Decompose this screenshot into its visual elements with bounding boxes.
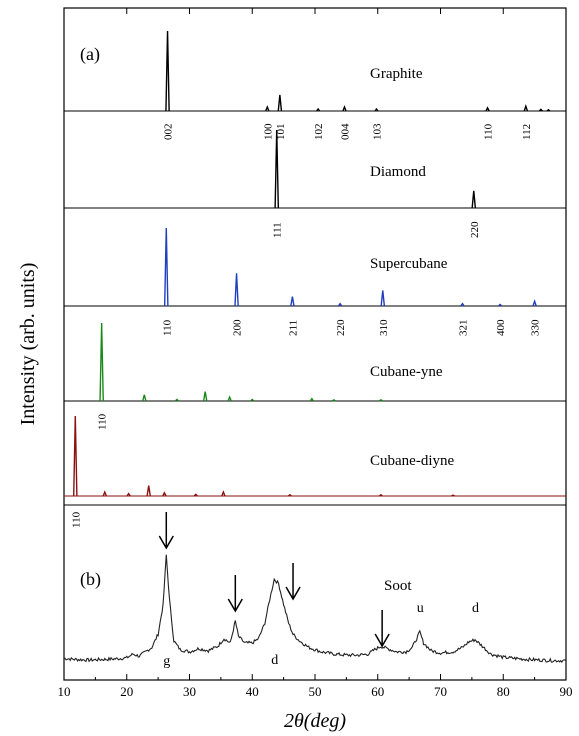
peak-label: 110 — [483, 123, 495, 140]
peak-cubane-yne — [142, 394, 147, 402]
peak-label: 002 — [163, 124, 175, 141]
peak-label: 101 — [275, 124, 287, 141]
soot-pattern-line — [63, 554, 567, 664]
peak-diamond — [274, 129, 280, 209]
peak-arrow — [158, 512, 174, 550]
x-axis-label: 2θ(deg) — [284, 710, 346, 732]
peak-label: 103 — [372, 123, 384, 140]
peak-label: 110 — [161, 319, 173, 336]
peak-label: 102 — [313, 124, 325, 141]
series-label-diamond: Diamond — [370, 164, 426, 180]
peak-label: 004 — [340, 123, 352, 140]
peak-cubane-yne — [309, 397, 315, 402]
peak-cubane-diyne — [193, 493, 198, 497]
peak-cubane-yne — [331, 398, 336, 402]
series-label-cubane-diyne: Cubane-diyne — [370, 453, 454, 469]
peak-cubane-diyne — [126, 492, 131, 497]
peak-label: 112 — [521, 124, 533, 140]
peak-cubane-diyne — [146, 485, 152, 497]
peak-label: 211 — [287, 320, 299, 336]
peak-graphite — [265, 105, 270, 112]
peak-cubane-yne — [227, 395, 232, 402]
peak-label: 111 — [272, 222, 284, 238]
peak-cubane-diyne — [221, 490, 226, 497]
phase-mark: u — [417, 601, 424, 616]
x-tick-label: 60 — [371, 684, 384, 699]
peak-label: 400 — [495, 319, 507, 336]
label-layer: 002 100 101 102 004 103 110 112 Graphite 111 220 Di… — [70, 66, 541, 669]
panel-label-b: (b) — [80, 569, 101, 590]
x-tick-label: 80 — [497, 684, 510, 699]
peak-graphite — [315, 107, 321, 112]
peak-label: 220 — [335, 319, 347, 336]
peak-cubane-yne — [378, 398, 383, 402]
peak-cubane-yne — [99, 322, 104, 402]
peak-arrow — [285, 563, 301, 601]
series-label-supercubane: Supercubane — [370, 256, 448, 272]
peak-graphite — [485, 106, 490, 112]
panel-label-a: (a) — [80, 44, 100, 65]
peak-graphite — [523, 103, 529, 112]
plot-frame — [63, 7, 567, 681]
peak-arrow — [227, 575, 243, 613]
y-axis-label: Intensity (arb. units) — [17, 263, 39, 426]
series-label-soot: Soot — [384, 578, 412, 594]
peak-cubane-diyne — [102, 490, 108, 497]
peak-cubane-diyne — [73, 415, 78, 497]
peak-label: 200 — [232, 319, 244, 336]
pattern-layer — [63, 30, 567, 664]
series-label-cubane-yne: Cubane-yne — [370, 364, 443, 380]
axis-layer: 10 20 30 40 50 60 70 80 90 — [58, 8, 573, 699]
peak-cubane-diyne — [287, 493, 292, 497]
peak-label: 220 — [469, 221, 481, 238]
x-tick-label: 30 — [183, 684, 196, 699]
peak-label: 110 — [97, 413, 109, 430]
peak-graphite — [277, 94, 283, 112]
peak-graphite — [342, 105, 347, 112]
phase-mark: g — [163, 654, 170, 669]
peak-supercubane — [163, 227, 169, 307]
peak-cubane-diyne — [451, 494, 455, 497]
phase-mark: d — [472, 601, 479, 616]
peak-cubane-yne — [202, 391, 208, 402]
peak-arrow — [374, 610, 390, 648]
peak-label: 110 — [70, 511, 82, 528]
x-tick-label: 20 — [120, 684, 133, 699]
peak-label: 321 — [458, 320, 470, 337]
peak-label: 100 — [262, 123, 274, 140]
x-tick-label: 70 — [434, 684, 447, 699]
peak-supercubane — [460, 302, 465, 307]
peak-supercubane — [234, 273, 239, 307]
peak-label: 310 — [378, 319, 390, 336]
peak-graphite — [546, 108, 551, 112]
peak-supercubane — [380, 290, 386, 307]
peak-supercubane — [337, 302, 343, 307]
peak-graphite — [374, 107, 379, 112]
phase-mark: d — [271, 653, 278, 668]
peak-cubane-yne — [174, 398, 180, 402]
peak-supercubane — [290, 296, 295, 307]
peak-cubane-diyne — [378, 493, 383, 497]
peak-label: 330 — [530, 319, 542, 336]
x-tick-label: 40 — [246, 684, 259, 699]
x-tick-label: 90 — [560, 684, 573, 699]
peak-supercubane — [498, 303, 503, 307]
series-label-graphite: Graphite — [370, 66, 423, 82]
peak-cubane-yne — [250, 398, 255, 402]
peak-graphite — [538, 108, 543, 112]
x-tick-label: 50 — [309, 684, 322, 699]
peak-diamond — [471, 190, 477, 209]
peak-cubane-diyne — [162, 491, 167, 497]
x-tick-label: 10 — [58, 684, 71, 699]
peak-supercubane — [532, 299, 537, 307]
peak-graphite — [165, 30, 170, 112]
